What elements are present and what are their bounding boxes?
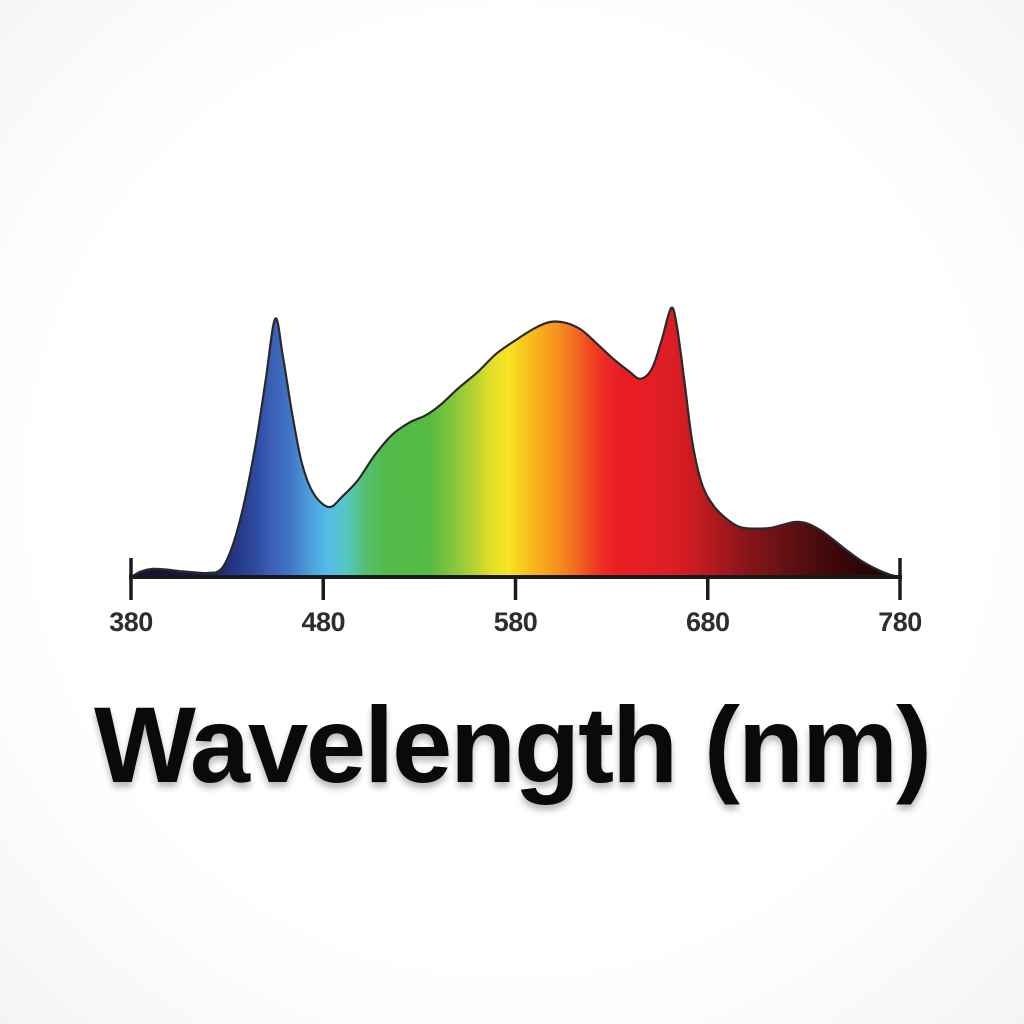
spectrum-chart: 380 480 580 680 780 <box>109 306 922 637</box>
x-axis-tick-label: 480 <box>301 607 345 637</box>
spectrum-area-curve <box>129 306 902 579</box>
x-axis-title: Wavelength (nm) <box>93 684 932 805</box>
x-axis-tick-label: 780 <box>878 607 922 637</box>
x-axis-tick-label: 580 <box>494 607 538 637</box>
x-axis-ticks: 380 480 580 680 780 <box>109 558 922 637</box>
x-axis-tick-label: 380 <box>109 607 153 637</box>
x-axis-tick-label: 680 <box>686 607 730 637</box>
